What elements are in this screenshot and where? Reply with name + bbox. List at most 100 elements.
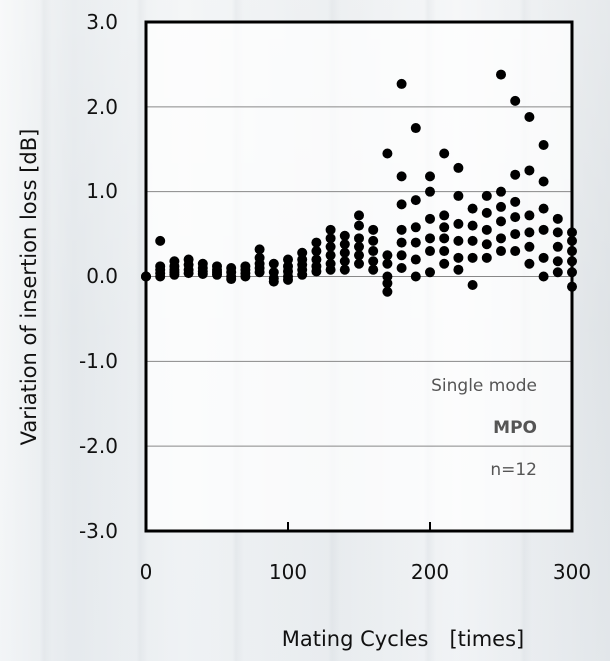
data-point [382,286,393,297]
data-point [354,250,364,261]
data-point [396,237,407,248]
data-point [467,279,478,290]
data-point [155,235,166,246]
data-point [382,278,393,289]
data-point [453,162,464,173]
data-point [325,250,336,261]
data-point [453,190,464,201]
data-point [481,190,492,201]
annotation-connector: MPO [493,418,537,438]
data-point [538,271,549,282]
data-point [396,263,407,274]
data-point [268,276,279,287]
data-point [439,246,450,257]
data-point [311,266,322,277]
data-point [510,95,521,106]
data-point [425,267,435,278]
data-point [339,264,350,275]
data-point [410,271,421,282]
data-point [510,246,521,257]
x-tick-label: 100 [269,560,307,584]
data-point [325,264,336,275]
data-point [268,258,279,269]
data-point [339,230,350,241]
data-point [552,213,563,224]
data-point [524,241,535,252]
data-point [354,233,364,244]
data-point [254,267,265,278]
data-point [496,69,506,80]
data-point [439,148,450,159]
y-tick-label: 0.0 [86,264,118,288]
data-points [141,69,577,297]
data-point [339,239,350,250]
x-tick-label: 300 [553,560,591,584]
y-tick-label: 3.0 [86,10,118,34]
data-point [311,246,322,257]
annotation-mode: Single mode [431,376,537,396]
data-point [368,246,379,257]
data-point [453,218,464,229]
data-point [226,274,237,285]
data-point [396,171,407,182]
data-point [453,235,464,246]
data-point [510,196,521,207]
data-point [538,140,549,151]
data-point [254,244,265,255]
data-point [425,246,435,257]
data-point [524,258,535,269]
data-point [396,199,407,210]
data-point [410,222,421,233]
data-point [481,239,492,250]
data-point [410,195,421,206]
data-point [481,207,492,218]
data-point [354,210,364,221]
annotation-sample-size: n=12 [490,460,537,480]
x-tick-label: 0 [140,560,153,584]
plot-frame [144,20,574,533]
x-tick-marks [287,522,431,531]
data-point [481,224,492,235]
data-point [382,258,393,269]
data-point [552,256,563,267]
data-point [339,256,350,267]
data-point [339,247,350,258]
data-point [552,241,563,252]
data-point [439,258,450,269]
data-point [524,112,535,123]
data-point [425,171,435,182]
y-tick-label: -2.0 [79,434,118,458]
data-point [283,274,293,285]
data-point [169,269,180,280]
data-point [496,216,506,227]
data-point [425,233,435,244]
data-point [510,169,521,180]
data-point [240,271,251,282]
data-point [439,233,450,244]
x-tick-label: 200 [411,560,449,584]
y-axis-title: Variation of insertion loss [dB] [17,129,41,446]
data-point [325,224,336,235]
data-point [410,123,421,134]
data-point [354,241,364,252]
data-point [368,256,379,267]
data-point [425,213,435,224]
data-point [368,224,379,235]
data-point [325,241,336,252]
data-point [510,229,521,240]
data-point [155,271,166,282]
data-point [552,267,563,278]
data-point [439,222,450,233]
y-tick-label: -3.0 [79,519,118,543]
data-point [197,268,208,279]
data-point [382,148,393,159]
data-point [382,250,393,261]
data-point [538,176,549,187]
data-point [396,224,407,235]
data-point [354,220,364,231]
data-point [524,165,535,176]
data-point [354,258,364,269]
data-point [425,186,435,197]
data-point [368,264,379,275]
